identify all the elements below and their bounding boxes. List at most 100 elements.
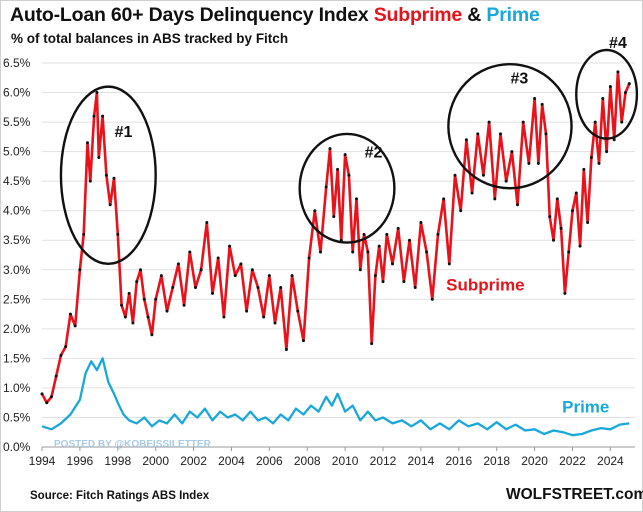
subprime-point bbox=[620, 120, 624, 124]
subprime-point bbox=[82, 232, 86, 236]
subprime-point bbox=[171, 285, 175, 289]
x-tick-label: 2008 bbox=[294, 454, 321, 468]
subprime-point bbox=[390, 262, 394, 266]
y-tick-label: 1.5% bbox=[3, 351, 31, 365]
subprime-point bbox=[548, 215, 552, 219]
subprime-point bbox=[108, 203, 112, 207]
subprime-point bbox=[447, 262, 451, 266]
subprime-point bbox=[627, 82, 631, 86]
subprime-point bbox=[199, 268, 203, 272]
subprime-point bbox=[135, 280, 139, 284]
subprime-point bbox=[216, 256, 220, 260]
subprime-point bbox=[54, 374, 58, 378]
subprime-point bbox=[377, 244, 381, 248]
y-tick-label: 4.0% bbox=[3, 204, 31, 218]
prime-series-label: Prime bbox=[562, 398, 609, 417]
subprime-point bbox=[228, 244, 232, 248]
y-tick-label: 5.5% bbox=[3, 115, 31, 129]
subprime-point bbox=[88, 179, 92, 183]
y-tick-label: 5.0% bbox=[3, 145, 31, 159]
subprime-point bbox=[487, 120, 491, 124]
subprime-point bbox=[120, 303, 124, 307]
subprime-point bbox=[245, 309, 249, 313]
subprime-point bbox=[85, 141, 89, 145]
y-tick-label: 1.0% bbox=[3, 381, 31, 395]
subprime-point bbox=[188, 250, 192, 254]
y-tick-label: 6.0% bbox=[3, 86, 31, 100]
subprime-point bbox=[68, 312, 72, 316]
y-tick-label: 2.5% bbox=[3, 292, 31, 306]
subprime-point bbox=[49, 395, 53, 399]
x-tick-label: 2002 bbox=[180, 454, 207, 468]
subprime-point bbox=[578, 244, 582, 248]
subprime-point bbox=[123, 315, 127, 319]
x-tick-label: 2000 bbox=[142, 454, 169, 468]
subprime-point bbox=[127, 291, 131, 295]
subprime-point bbox=[239, 262, 243, 266]
subprime-point bbox=[597, 161, 601, 165]
subprime-point bbox=[222, 315, 226, 319]
subprime-point bbox=[436, 232, 440, 236]
subprime-point bbox=[343, 153, 347, 157]
annotation-circle bbox=[298, 132, 396, 244]
subprime-point bbox=[358, 268, 362, 272]
subprime-point bbox=[385, 232, 389, 236]
annotation-circle bbox=[447, 62, 573, 190]
subprime-point bbox=[413, 285, 417, 289]
x-tick-label: 2020 bbox=[521, 454, 548, 468]
x-tick-label: 2010 bbox=[332, 454, 359, 468]
x-axis: 1994 1996 1998 2000 2002 2004 2006 2008 2010 2012… bbox=[29, 446, 635, 468]
title-main: Auto-Loan 60+ Days Delinquency Index bbox=[10, 4, 374, 26]
prime-series bbox=[41, 357, 630, 437]
subprime-point bbox=[146, 315, 150, 319]
subprime-point bbox=[624, 91, 628, 95]
annotation-label: #1 bbox=[115, 124, 133, 141]
subprime-point bbox=[104, 173, 108, 177]
subprime-point bbox=[290, 274, 294, 278]
annotation-circle bbox=[59, 85, 157, 266]
y-tick-label: 4.5% bbox=[3, 174, 31, 188]
subprime-point bbox=[116, 232, 120, 236]
title-prime: Prime bbox=[486, 4, 540, 26]
subprime-point bbox=[516, 203, 520, 207]
x-tick-label: 2016 bbox=[445, 454, 472, 468]
subprime-point bbox=[73, 324, 77, 328]
subprime-point bbox=[582, 167, 586, 171]
x-tick-label: 2022 bbox=[559, 454, 586, 468]
subprime-point bbox=[470, 191, 474, 195]
subprime-series bbox=[40, 70, 631, 405]
subprime-point bbox=[347, 173, 351, 177]
subprime-point bbox=[211, 291, 215, 295]
x-tick-label: 1998 bbox=[104, 454, 131, 468]
x-tick-label: 1996 bbox=[67, 454, 94, 468]
subprime-point bbox=[262, 315, 266, 319]
x-tick-label: 2004 bbox=[218, 454, 245, 468]
subprime-point bbox=[97, 156, 101, 160]
subprime-point bbox=[533, 96, 537, 100]
subprime-point bbox=[476, 132, 480, 136]
series-layer bbox=[40, 70, 631, 437]
subprime-point bbox=[442, 197, 446, 201]
chart-subtitle: % of total balances in ABS tracked by Fi… bbox=[11, 31, 289, 46]
subprime-point bbox=[131, 321, 135, 325]
subprime-point bbox=[504, 179, 508, 183]
annotation-label: #3 bbox=[511, 71, 529, 88]
subprime-point bbox=[182, 303, 186, 307]
y-tick-label: 2.0% bbox=[3, 322, 31, 336]
subprime-point bbox=[233, 274, 237, 278]
subprime-point bbox=[402, 280, 406, 284]
subprime-point bbox=[256, 285, 260, 289]
subprime-point bbox=[296, 309, 300, 313]
subprime-point bbox=[527, 161, 531, 165]
subprime-point bbox=[605, 150, 609, 154]
subprime-point bbox=[370, 342, 374, 346]
subprime-point bbox=[95, 91, 99, 95]
brand-logo: WOLFSTREET.com bbox=[506, 486, 643, 503]
subprime-point bbox=[273, 321, 277, 325]
subprime-point bbox=[544, 132, 548, 136]
subprime-point bbox=[419, 221, 423, 225]
subprime-point bbox=[324, 185, 328, 189]
y-tick-label: 3.5% bbox=[3, 233, 31, 247]
subprime-point bbox=[78, 268, 82, 272]
subprime-point bbox=[616, 70, 620, 74]
